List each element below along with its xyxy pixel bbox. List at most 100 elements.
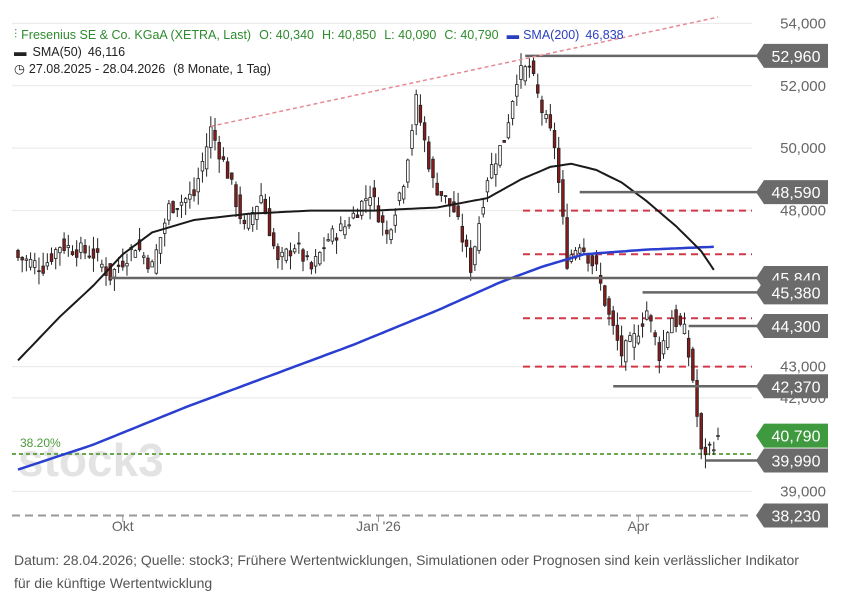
grid-layer: stock3 bbox=[12, 22, 752, 492]
y-tick-label: 39,000 bbox=[780, 483, 826, 500]
candle-body bbox=[670, 318, 674, 334]
candle-body bbox=[649, 315, 653, 322]
price-label: 44,300 bbox=[772, 319, 821, 336]
candle-body bbox=[544, 114, 548, 119]
candle-body bbox=[347, 224, 351, 227]
candle-body bbox=[611, 310, 615, 326]
candle-body bbox=[284, 248, 288, 261]
last-price-label: 40,790 bbox=[772, 429, 821, 446]
fib-label: 38.20% bbox=[20, 436, 61, 450]
candle-body bbox=[594, 255, 599, 265]
candle-body bbox=[125, 263, 129, 267]
candle-body bbox=[24, 258, 29, 261]
candle-body bbox=[221, 156, 226, 160]
candle-body bbox=[577, 247, 582, 254]
candle-body bbox=[406, 159, 410, 183]
price-label: 52,960 bbox=[772, 49, 821, 66]
candle-body bbox=[339, 223, 343, 232]
candle-body bbox=[158, 237, 163, 254]
open-value: O: 40,340 bbox=[259, 27, 314, 42]
candle-body bbox=[628, 335, 632, 342]
candle-body bbox=[653, 332, 657, 338]
sma50-label: SMA(50) bbox=[32, 44, 82, 59]
candle-body bbox=[200, 161, 205, 172]
period-detail: (8 Monate, 1 Tag) bbox=[173, 61, 271, 76]
candle-body bbox=[678, 315, 682, 325]
y-tick-label: 54,000 bbox=[780, 15, 826, 32]
candle-body bbox=[91, 248, 96, 259]
candle-body bbox=[217, 142, 221, 160]
candle-body bbox=[209, 126, 213, 148]
low-value: L: 40,090 bbox=[384, 27, 437, 42]
price-label: 42,370 bbox=[772, 379, 821, 396]
candle-body bbox=[695, 380, 699, 417]
last-price-label-bg bbox=[756, 423, 828, 448]
candle-body bbox=[586, 253, 590, 264]
candle-body bbox=[196, 178, 200, 193]
candle-body bbox=[280, 251, 284, 258]
candle-body bbox=[527, 65, 532, 68]
clock-icon: ◷ bbox=[14, 62, 25, 76]
candle-body bbox=[372, 187, 376, 198]
candle-body bbox=[703, 446, 708, 456]
price-label-bg bbox=[756, 43, 828, 68]
candle-body bbox=[468, 247, 473, 273]
candle-body bbox=[615, 324, 620, 341]
candle-body bbox=[213, 129, 217, 141]
candle-body bbox=[225, 161, 230, 179]
candle-body bbox=[573, 250, 578, 259]
candle-body bbox=[422, 122, 427, 141]
candle-body bbox=[540, 99, 544, 114]
legend-row-period: ◷ 27.08.2025 - 28.04.2026 (8 Monate, 1 T… bbox=[14, 60, 624, 77]
candle-body bbox=[263, 198, 268, 215]
candle-body bbox=[95, 248, 100, 253]
price-labels-layer: 52,96048,59045,84045,38044,30042,37039,9… bbox=[756, 43, 828, 528]
sma200-label: SMA(200) bbox=[523, 27, 580, 42]
candle-body bbox=[351, 212, 356, 219]
candle-body bbox=[267, 208, 272, 237]
high-value: H: 40,850 bbox=[322, 27, 377, 42]
candle-body bbox=[707, 443, 712, 446]
candle-body bbox=[397, 192, 402, 201]
candle-body bbox=[276, 246, 280, 261]
price-label: 45,380 bbox=[772, 285, 821, 302]
candle-body bbox=[326, 239, 330, 242]
candle-body bbox=[460, 226, 465, 243]
price-label-bg bbox=[756, 448, 828, 473]
candle-body bbox=[515, 84, 519, 97]
candle-body bbox=[510, 101, 515, 119]
candle-body bbox=[435, 182, 439, 196]
candle-body bbox=[389, 229, 393, 240]
price-label-bg bbox=[756, 180, 828, 205]
candle-body bbox=[309, 262, 314, 270]
candle-body bbox=[414, 94, 418, 126]
candle-body bbox=[682, 323, 687, 334]
close-value: C: 40,790 bbox=[444, 27, 499, 42]
candle-body bbox=[87, 255, 91, 258]
candle-body bbox=[376, 205, 381, 223]
candle-body bbox=[619, 335, 624, 357]
sma50-line bbox=[17, 162, 715, 362]
candle-body bbox=[393, 214, 397, 226]
candle-body bbox=[661, 340, 666, 355]
sma50-value: 46,116 bbox=[87, 44, 126, 59]
legend-row-instrument: ⫶ Fresenius SE & Co. KGaA (XETRA, Last) … bbox=[14, 26, 624, 43]
candle-body bbox=[41, 265, 45, 274]
candle-body bbox=[33, 260, 37, 268]
candle-body bbox=[116, 264, 121, 267]
candle-body bbox=[37, 270, 41, 273]
candle-body bbox=[380, 215, 385, 223]
candle-body bbox=[645, 310, 649, 320]
y-tick-label: 43,000 bbox=[780, 359, 826, 376]
candle-body bbox=[410, 130, 414, 149]
candle-body bbox=[183, 198, 188, 203]
price-label: 48,590 bbox=[772, 185, 821, 202]
candle-body bbox=[246, 213, 251, 229]
fibonacci-layer: 38.20% bbox=[12, 209, 752, 455]
candle-body bbox=[242, 219, 247, 225]
candle-body bbox=[292, 248, 297, 253]
candle-body bbox=[360, 200, 364, 216]
trendline bbox=[210, 16, 719, 128]
price-label-bg bbox=[756, 314, 828, 339]
candle-body bbox=[590, 255, 594, 267]
